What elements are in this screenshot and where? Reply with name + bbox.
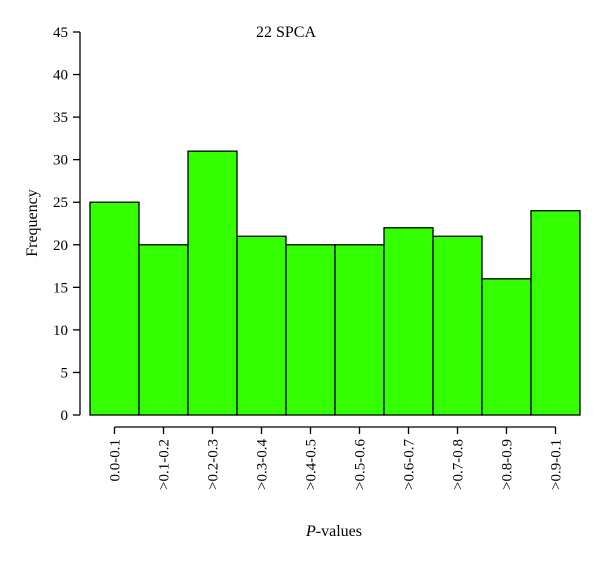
x-tick-label-2: >0.1-0.2 (157, 439, 173, 490)
y-tick-label-5: 5 (61, 365, 69, 381)
x-tick-label-7: >0.6-0.7 (402, 439, 418, 490)
x-tick-label-4: >0.3-0.4 (255, 439, 271, 490)
x-axis-title: P-values (305, 523, 362, 540)
y-tick-label-25: 25 (53, 195, 68, 211)
bar-9 (481, 278, 532, 416)
x-tick-label-3: >0.2-0.3 (206, 439, 222, 490)
x-tick-label-8: >0.7-0.8 (451, 439, 467, 490)
bar-4 (236, 235, 287, 416)
x-tick-label-5: >0.4-0.5 (304, 439, 320, 490)
x-tick-label-6: >0.5-0.6 (353, 439, 369, 490)
x-axis: 0.0-0.1 >0.1-0.2 >0.2-0.3 >0.3-0.4 >0.4-0.5 >… (108, 426, 565, 490)
y-tick-label-35: 35 (53, 110, 68, 126)
bar-2 (138, 244, 189, 416)
chart-title: 22 SPCA (256, 24, 316, 41)
x-axis-title-italic: P (305, 523, 316, 540)
x-axis-title-rest: -values (316, 523, 362, 540)
y-tick-label-15: 15 (53, 280, 68, 296)
bar-8 (432, 235, 483, 416)
x-tick-label-9: >0.8-0.9 (500, 439, 516, 490)
y-tick-label-0: 0 (61, 408, 69, 424)
y-axis: 0 5 10 15 20 25 30 35 40 45 (53, 25, 81, 424)
y-tick-label-30: 30 (53, 153, 68, 169)
bars-group (89, 150, 581, 416)
y-axis-title: Frequency (24, 189, 41, 257)
y-tick-label-10: 10 (53, 323, 68, 339)
y-tick-label-45: 45 (53, 25, 68, 41)
bar-10 (530, 210, 581, 416)
bar-3 (187, 150, 238, 416)
x-tick-label-1: 0.0-0.1 (108, 439, 124, 482)
bar-7 (383, 227, 434, 416)
y-tick-label-20: 20 (53, 238, 68, 254)
y-tick-label-40: 40 (53, 68, 68, 84)
x-tick-label-10: >0.9-0.1 (549, 439, 565, 490)
bar-6 (334, 244, 385, 416)
bar-1 (89, 201, 140, 416)
bar-5 (285, 244, 336, 416)
